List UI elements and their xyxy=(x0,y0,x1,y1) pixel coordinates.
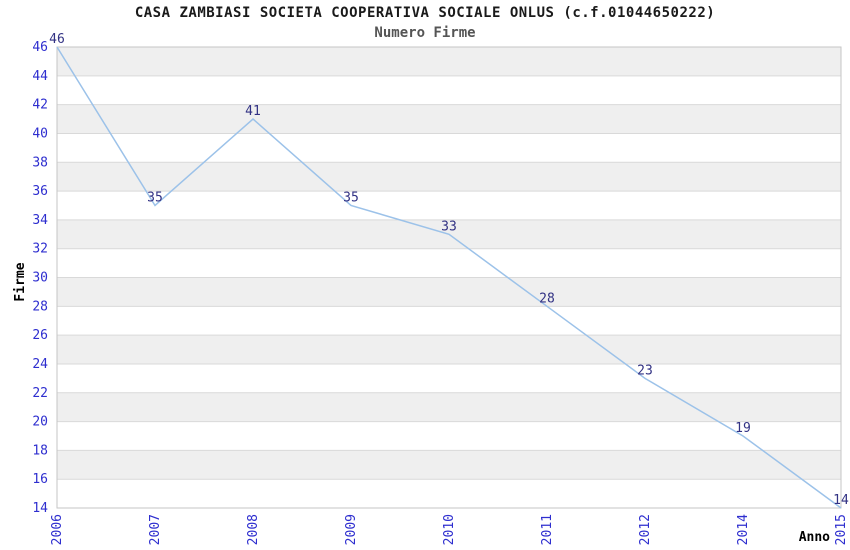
x-tick-label: 2012 xyxy=(638,514,653,545)
x-tick-label: 2007 xyxy=(148,514,163,545)
data-point-label: 19 xyxy=(735,421,751,436)
chart-title: CASA ZAMBIASI SOCIETA COOPERATIVA SOCIAL… xyxy=(134,5,716,21)
y-tick-label: 46 xyxy=(32,40,48,55)
data-point-label: 41 xyxy=(245,104,261,119)
grid-band xyxy=(57,335,841,364)
x-tick-label: 2009 xyxy=(344,514,359,545)
y-tick-label: 22 xyxy=(32,386,48,401)
x-tick-label: 2008 xyxy=(246,514,261,545)
data-point-label: 35 xyxy=(343,190,359,205)
grid-band xyxy=(57,104,841,134)
data-point-label: 35 xyxy=(147,190,163,205)
y-tick-label: 40 xyxy=(32,126,48,141)
y-tick-label: 32 xyxy=(32,242,48,257)
y-tick-label: 14 xyxy=(32,501,48,516)
x-axis-label: Anno xyxy=(799,530,830,545)
grid-band xyxy=(57,450,841,480)
data-labels-group: 46 35 41 35 33 28 23 19 14 xyxy=(49,32,849,508)
data-point-label: 33 xyxy=(441,219,457,234)
y-tick-label: 28 xyxy=(32,299,48,314)
grid-band xyxy=(57,162,841,192)
y-tick-label: 18 xyxy=(32,443,48,458)
y-tick-label: 26 xyxy=(32,328,48,343)
y-tick-label: 30 xyxy=(32,271,48,286)
y-tick-label: 34 xyxy=(32,213,48,228)
plot-border-group xyxy=(56,46,842,509)
x-tick-label: 2010 xyxy=(442,514,457,545)
plot-border xyxy=(56,46,842,509)
data-point-label: 14 xyxy=(833,493,849,508)
y-tick-label: 20 xyxy=(32,415,48,430)
y-tick-labels-group: 46 44 42 40 38 36 34 32 30 28 26 24 22 20 18 16 14 xyxy=(32,40,48,516)
series-line xyxy=(56,46,842,509)
x-tick-labels-group: 2006 2007 2008 2009 2010 2011 2012 2014 2015 xyxy=(50,514,849,545)
grid-bands-group xyxy=(57,47,841,480)
y-tick-label: 24 xyxy=(32,357,48,372)
y-axis-label: Firme xyxy=(13,262,28,301)
data-point-label: 23 xyxy=(637,363,653,378)
grid-band xyxy=(57,392,841,422)
x-tick-label: 2014 xyxy=(736,514,751,545)
y-tick-label: 44 xyxy=(32,69,48,84)
x-tick-label: 2015 xyxy=(834,514,849,545)
y-tick-label: 38 xyxy=(32,155,48,170)
series-group xyxy=(56,46,842,509)
x-tick-label: 2006 xyxy=(50,514,65,545)
data-point-label: 28 xyxy=(539,291,555,306)
y-tick-label: 42 xyxy=(32,98,48,113)
grid-band xyxy=(57,47,841,76)
y-tick-label: 36 xyxy=(32,184,48,199)
y-tick-label: 16 xyxy=(32,472,48,487)
grid-band xyxy=(57,277,841,307)
chart-subtitle: Numero Firme xyxy=(374,25,476,41)
x-tick-label: 2011 xyxy=(540,514,555,545)
data-point-label: 46 xyxy=(49,32,65,47)
